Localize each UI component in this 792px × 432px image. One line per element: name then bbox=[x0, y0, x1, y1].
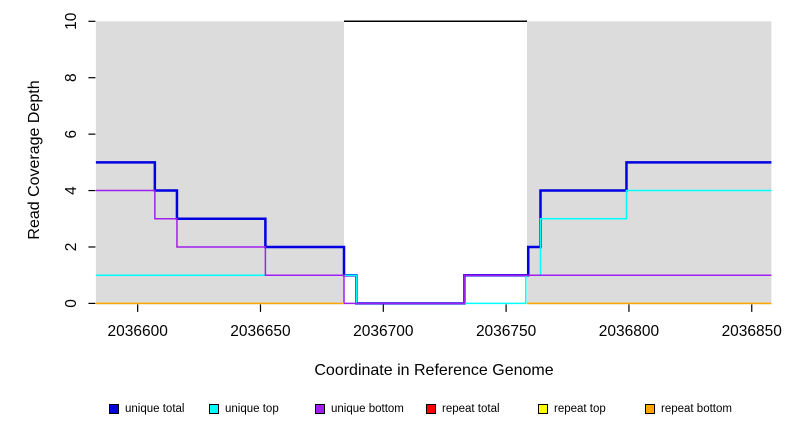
x-tick-label: 2036600 bbox=[107, 323, 168, 340]
y-tick-label: 2 bbox=[63, 243, 80, 252]
x-tick-label: 2036700 bbox=[353, 323, 414, 340]
legend-label: unique bottom bbox=[331, 402, 404, 415]
x-tick-label: 2036850 bbox=[722, 323, 783, 340]
y-tick-label: 4 bbox=[63, 186, 80, 195]
legend-swatch-unique-total bbox=[109, 403, 119, 414]
legend-item-repeat-top: repeat top bbox=[538, 402, 606, 415]
legend-item-repeat-total: repeat total bbox=[426, 402, 500, 415]
legend-item-unique-total: unique total bbox=[109, 402, 184, 415]
y-axis-title: Read Coverage Depth bbox=[26, 80, 43, 240]
y-tick-label: 10 bbox=[63, 12, 80, 30]
legend-label: repeat bottom bbox=[661, 402, 732, 415]
legend-item-unique-bottom: unique bottom bbox=[315, 402, 404, 415]
series-line-unique-bottom bbox=[95, 189, 772, 305]
legend-label: repeat total bbox=[442, 402, 500, 415]
legend-swatch-repeat-total bbox=[426, 403, 436, 414]
legend-item-repeat-bottom: repeat bottom bbox=[645, 402, 732, 415]
y-tick-label: 8 bbox=[63, 73, 80, 82]
x-tick-label: 2036650 bbox=[230, 323, 291, 340]
legend-label: unique top bbox=[225, 402, 279, 415]
legend-label: repeat top bbox=[554, 402, 606, 415]
y-tick-label: 6 bbox=[63, 130, 80, 139]
legend-swatch-repeat-top bbox=[538, 403, 548, 414]
x-tick-label: 2036800 bbox=[599, 323, 660, 340]
x-tick-label: 2036750 bbox=[476, 323, 537, 340]
legend-swatch-unique-bottom bbox=[315, 403, 325, 414]
legend-swatch-repeat-bottom bbox=[645, 403, 655, 414]
legend-label: unique total bbox=[125, 402, 185, 415]
x-axis-title: Coordinate in Reference Genome bbox=[314, 362, 554, 379]
legend-item-unique-top: unique top bbox=[209, 402, 279, 415]
y-tick-label: 0 bbox=[63, 299, 80, 308]
legend-swatch-unique-top bbox=[209, 403, 219, 414]
